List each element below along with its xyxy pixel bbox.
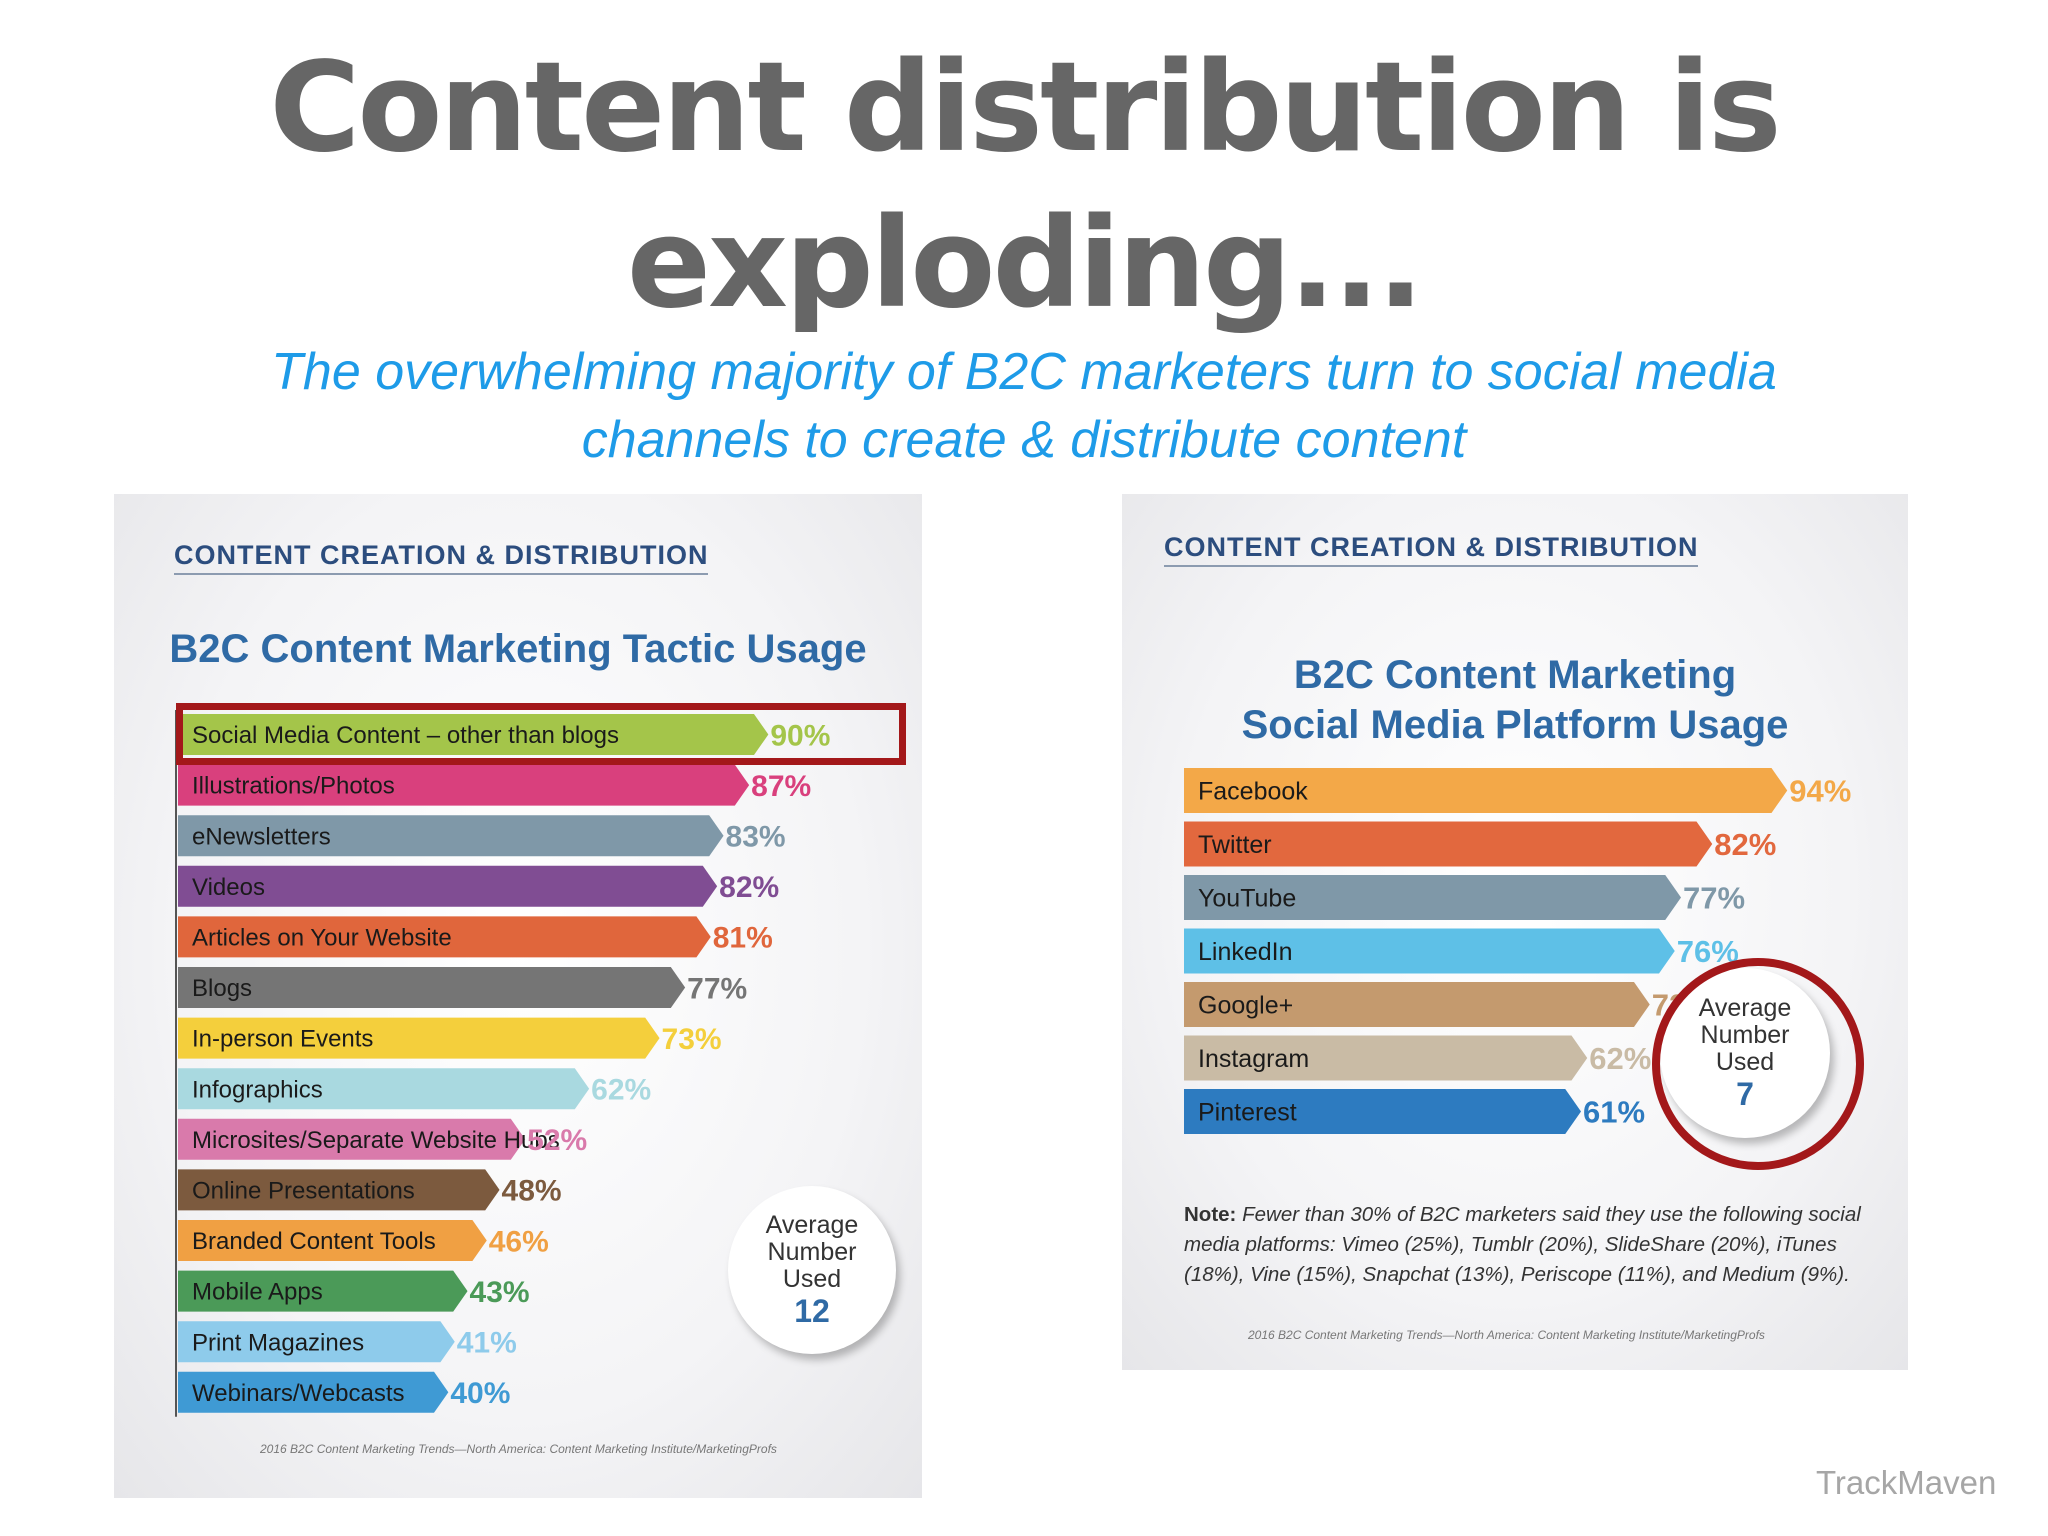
bar-value-label: 94% (1789, 774, 1851, 809)
slide-subtitle-line-1: The overwhelming majority of B2C markete… (271, 343, 1777, 401)
bar (1184, 1035, 1588, 1081)
slide-title-line-2: exploding... (626, 192, 1424, 336)
bar-category-label: Blogs (192, 975, 252, 1002)
bar-value-label: 52% (527, 1124, 587, 1157)
bar (178, 865, 718, 907)
chart-title-line-2: Social Media Platform Usage (1241, 703, 1789, 747)
bar-value-label: 61% (1583, 1095, 1645, 1130)
bar-value-label: 46% (489, 1225, 549, 1258)
bar (178, 916, 711, 958)
trackmaven-watermark: TrackMaven (1816, 1464, 1997, 1501)
bar-category-label: Google+ (1198, 992, 1293, 1020)
bar-value-label: 40% (450, 1377, 510, 1410)
bar (1184, 928, 1675, 974)
bar (178, 1270, 468, 1312)
bar (178, 1321, 455, 1363)
highlight-circle (1652, 958, 1864, 1170)
bar-category-label: eNewsletters (192, 823, 331, 850)
bar (178, 1371, 449, 1413)
bar-value-label: 77% (687, 972, 747, 1005)
bar (178, 815, 724, 857)
bar-category-label: Webinars/Webcasts (192, 1380, 405, 1407)
bar-category-label: Illustrations/Photos (192, 773, 395, 800)
slide-title-line-1: Content distribution is (269, 36, 1781, 180)
bar-category-label: Mobile Apps (192, 1279, 323, 1306)
bar (1184, 1089, 1581, 1134)
tactic-usage-panel: CONTENT CREATION & DISTRIBUTION B2C Cont… (114, 494, 922, 1498)
section-label: CONTENT CREATION & DISTRIBUTION (174, 540, 709, 575)
bar-value-label: 62% (591, 1074, 651, 1107)
bar-value-label: 82% (1714, 827, 1776, 862)
chart-title: B2C Content Marketing Social Media Platf… (1122, 650, 1908, 750)
note-text: Note: Fewer than 30% of B2C marketers sa… (1184, 1200, 1874, 1290)
tactic-usage-chart: Social Media Content – other than blogs 9… (175, 710, 830, 1417)
source-citation: 2016 B2C Content Marketing Trends—North … (1248, 1328, 1765, 1342)
bar-value-label: 48% (502, 1175, 562, 1208)
section-label: CONTENT CREATION & DISTRIBUTION (1164, 532, 1699, 567)
bar (178, 1068, 590, 1110)
bars-group: Social Media Content – other than blogs 9… (175, 710, 830, 1417)
bar (1184, 982, 1650, 1027)
bar-category-label: Articles on Your Website (192, 925, 452, 952)
bar-category-label: Social Media Content – other than blogs (192, 722, 619, 749)
bar-category-label: YouTube (1198, 885, 1296, 913)
bar-value-label: 83% (726, 821, 786, 854)
bar-category-label: LinkedIn (1198, 938, 1293, 966)
platform-usage-chart: Facebook 94%Twitter 82%YouTube 77%LinkedIn 7… (1184, 768, 1851, 1134)
bar-value-label: 77% (1683, 881, 1745, 916)
average-label-line-1: Average (765, 1210, 859, 1239)
note-label: Note: (1184, 1203, 1237, 1226)
bar (178, 1220, 487, 1261)
bar (1184, 821, 1713, 867)
platform-usage-panel: CONTENT CREATION & DISTRIBUTION B2C Cont… (1122, 494, 1908, 1370)
chart-title-line-1: B2C Content Marketing (1293, 653, 1737, 697)
bar (178, 1118, 526, 1160)
bar-category-label: Print Magazines (192, 1329, 364, 1356)
bar-category-label: Branded Content Tools (192, 1228, 436, 1255)
bar-value-label: 82% (719, 871, 779, 904)
bar (178, 1017, 660, 1059)
bar (1184, 875, 1681, 920)
bar-category-label: Videos (192, 874, 265, 901)
slide-subtitle: The overwhelming majority of B2C markete… (0, 338, 2048, 474)
average-label-line-2: Number (767, 1237, 857, 1266)
bar-value-label: 43% (470, 1276, 530, 1309)
bar-value-label: 90% (770, 719, 830, 752)
bar-category-label: Infographics (192, 1076, 323, 1103)
bar (1184, 768, 1788, 813)
slide-subtitle-line-2: channels to create & distribute content (581, 411, 1467, 469)
bar-value-label: 81% (713, 922, 773, 955)
bar-category-label: Microsites/Separate Website Hubs (192, 1127, 560, 1154)
bars-group: Facebook 94%Twitter 82%YouTube 77%LinkedIn 7… (1184, 768, 1851, 1134)
slide-title: Content distribution is exploding... (0, 30, 2048, 342)
bar (178, 967, 686, 1008)
bar-value-label: 62% (1589, 1041, 1651, 1076)
average-number-badge: Average Number Used 12 (728, 1186, 896, 1354)
bar-category-label: Instagram (1198, 1045, 1309, 1073)
source-citation: 2016 B2C Content Marketing Trends—North … (260, 1442, 777, 1456)
average-label-line-3: Used (782, 1264, 842, 1293)
note-body: Fewer than 30% of B2C marketers said the… (1184, 1203, 1861, 1286)
bar-category-label: Pinterest (1198, 1099, 1297, 1127)
highlight-rectangle (176, 703, 906, 765)
average-value: 12 (794, 1292, 830, 1329)
bar (178, 714, 769, 755)
bar (178, 764, 750, 806)
bar-category-label: Online Presentations (192, 1178, 415, 1205)
bar-value-label: 41% (457, 1327, 517, 1360)
bar-category-label: Facebook (1198, 778, 1308, 806)
chart-title: B2C Content Marketing Tactic Usage (169, 627, 867, 671)
bar-value-label: 73% (662, 1023, 722, 1056)
bar (178, 1169, 500, 1211)
bar-category-label: Twitter (1198, 831, 1272, 859)
bar-category-label: In-person Events (192, 1026, 373, 1053)
bar-value-label: 87% (751, 770, 811, 803)
